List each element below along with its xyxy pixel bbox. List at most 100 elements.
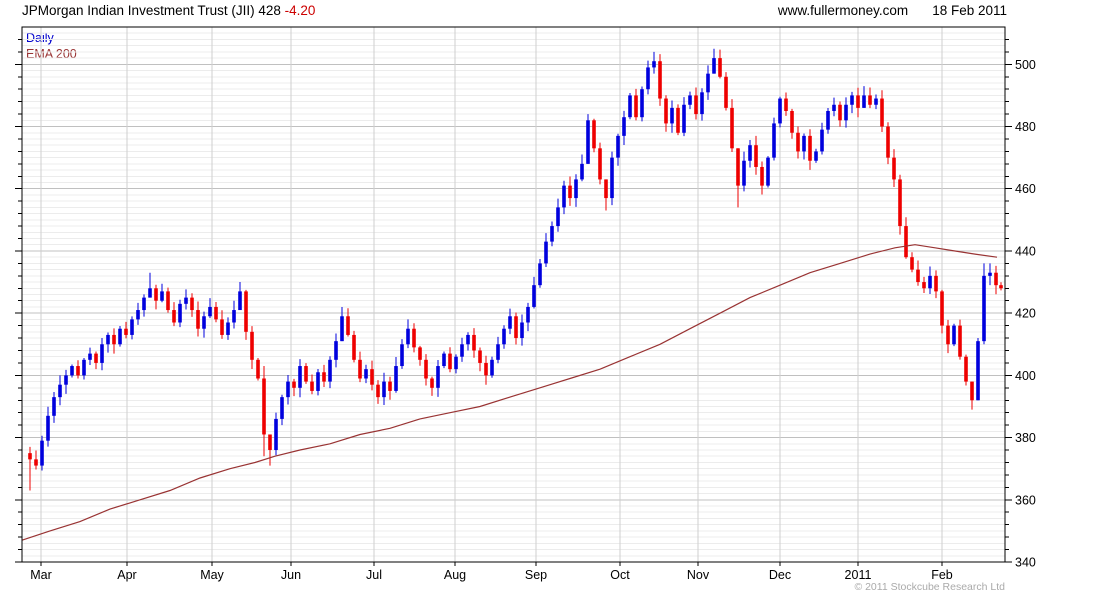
candle-body — [916, 269, 920, 283]
candle-body — [406, 328, 410, 345]
candle-body — [46, 415, 50, 441]
candle-body — [232, 310, 236, 323]
candle-body — [676, 107, 680, 133]
candle-body — [610, 157, 614, 199]
x-axis-label: Feb — [931, 568, 953, 582]
candle-body — [922, 282, 926, 289]
candle-body — [886, 126, 890, 158]
y-axis-label: 380 — [1015, 431, 1036, 445]
candle-body — [616, 135, 620, 158]
candle-body — [196, 310, 200, 329]
candle-body — [394, 366, 398, 391]
candle-body — [568, 185, 572, 199]
candle-body — [154, 288, 158, 301]
candle-body — [796, 132, 800, 152]
candle-body — [982, 275, 986, 342]
copyright-notice: © 2011 Stockcube Research Ltd — [854, 581, 1005, 593]
candle-body — [412, 328, 416, 348]
candle-body — [742, 160, 746, 186]
candle-body — [352, 334, 356, 360]
candle-body — [598, 148, 602, 180]
candle-body — [328, 359, 332, 382]
candle-body — [478, 350, 482, 363]
candle-body — [76, 366, 80, 376]
candle-body — [178, 303, 182, 323]
candle-body — [946, 325, 950, 345]
candle-body — [718, 58, 722, 77]
candle-body — [706, 73, 710, 93]
candle-body — [64, 375, 68, 385]
candle-body — [100, 344, 104, 363]
candle-body — [580, 163, 584, 180]
candle-body — [628, 95, 632, 118]
candle-body — [646, 67, 650, 90]
website-link[interactable]: www.fullermoney.com — [777, 3, 909, 18]
candle-body — [160, 291, 164, 301]
candle-body — [490, 359, 494, 376]
x-axis-label: Jun — [281, 568, 301, 582]
candle-body — [976, 341, 980, 401]
candle-body — [226, 322, 230, 335]
candle-body — [874, 98, 878, 105]
y-axis-label: 340 — [1015, 556, 1036, 570]
candle-body — [730, 107, 734, 149]
candle-body — [112, 334, 116, 345]
candle-body — [484, 362, 488, 376]
candle-body — [514, 316, 518, 339]
x-axis-label: Jul — [366, 568, 382, 582]
candle-body — [118, 328, 122, 345]
candle-body — [736, 148, 740, 186]
candle-body — [670, 107, 674, 124]
chart-header: JPMorgan Indian Investment Trust (JII) 4… — [22, 3, 315, 18]
candle-body — [202, 316, 206, 329]
candle-body — [256, 359, 260, 379]
candle-body — [304, 366, 308, 382]
candle-body — [94, 353, 98, 363]
candle-body — [940, 291, 944, 326]
y-axis-label: 360 — [1015, 493, 1036, 507]
candle-body — [988, 272, 992, 276]
candle-body — [88, 353, 92, 360]
candle-body — [172, 310, 176, 323]
candle-body — [286, 381, 290, 398]
candle-body — [994, 272, 998, 286]
candle-body — [904, 226, 908, 258]
candle-body — [958, 325, 962, 357]
legend-daily: Daily — [26, 31, 54, 45]
candle-body — [532, 285, 536, 307]
candle-body — [640, 89, 644, 118]
candle-body — [388, 381, 392, 391]
candle-body — [244, 291, 248, 332]
candle-body — [208, 306, 212, 317]
x-axis-label: Dec — [769, 568, 791, 582]
candle-body — [460, 344, 464, 357]
candle-body — [430, 378, 434, 388]
candle-body — [544, 241, 548, 264]
candle-body — [658, 61, 662, 99]
candle-body — [262, 378, 266, 435]
candle-body — [496, 344, 500, 360]
candle-body — [190, 297, 194, 311]
candle-body — [868, 95, 872, 105]
price-change: -4.20 — [284, 3, 316, 18]
candle-body — [148, 288, 152, 298]
y-axis-label: 500 — [1015, 58, 1036, 72]
candle-body — [892, 157, 896, 180]
candle-body — [268, 434, 272, 451]
candle-body — [538, 263, 542, 286]
candle-body — [274, 418, 278, 451]
candle-body — [682, 104, 686, 133]
candle-body — [424, 359, 428, 379]
candle-body — [472, 334, 476, 351]
candle-body — [652, 61, 656, 68]
candle-body — [808, 135, 812, 161]
y-axis-label: 480 — [1015, 120, 1036, 134]
candle-body — [928, 275, 932, 289]
candle-body — [832, 104, 836, 111]
candle-body — [364, 369, 368, 379]
candle-body — [844, 104, 848, 121]
candle-body — [448, 353, 452, 370]
y-axis-label: 440 — [1015, 244, 1036, 258]
candle-body — [586, 120, 590, 164]
plot-border — [21, 26, 1006, 563]
